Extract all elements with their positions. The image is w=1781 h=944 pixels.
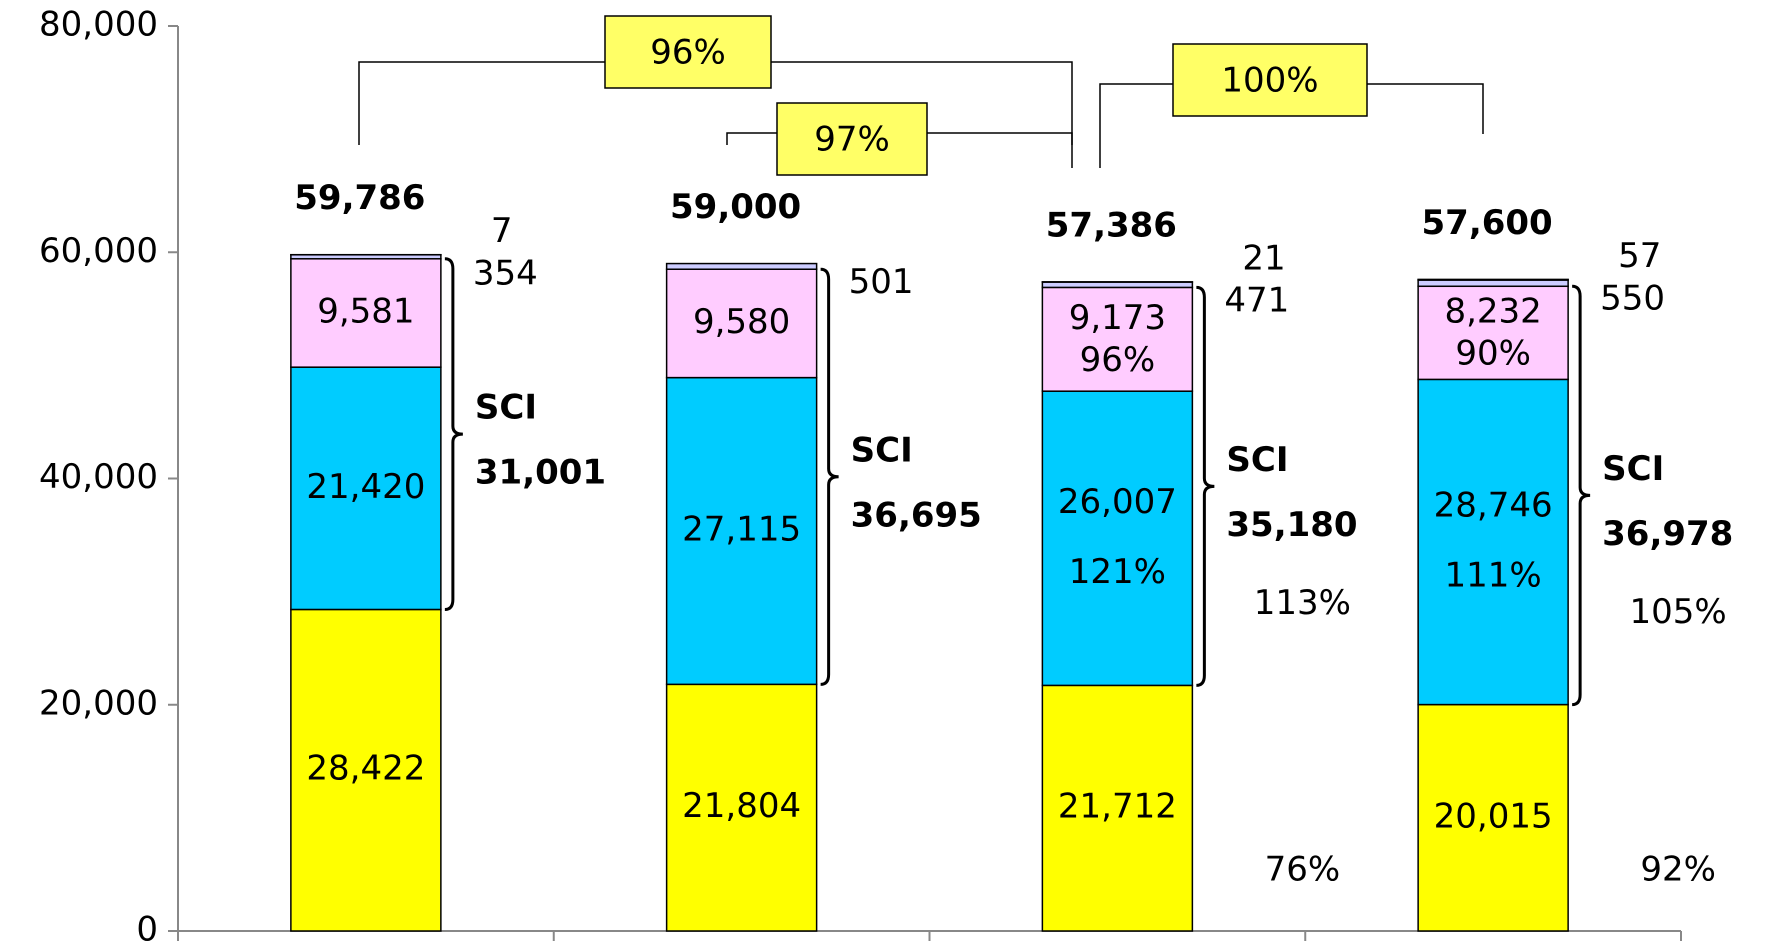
segment-label: 21,804 (682, 786, 801, 826)
segment-label: 28,746 (1434, 485, 1553, 525)
bar-segment (665, 262, 818, 270)
bar-segment (1041, 390, 1194, 687)
comparison-box (604, 15, 772, 89)
ratio-label: 92% (1640, 850, 1716, 890)
y-tick-label: 40,000 (39, 457, 158, 497)
y-tick-label: 80,000 (39, 5, 158, 45)
sci-bracket (1196, 285, 1215, 687)
segment-label: 9,173 (1069, 298, 1166, 338)
segment-label: 20,015 (1434, 796, 1553, 836)
bar-segment (1417, 278, 1569, 281)
segment-label: 9,581 (317, 291, 414, 331)
bar-segment (290, 608, 442, 932)
comparison-box (1172, 43, 1368, 117)
segment-label: 501 (849, 262, 914, 302)
bar-segment (1041, 281, 1194, 289)
segment-label: 21,712 (1058, 787, 1177, 827)
segment-label: 57 (1618, 236, 1661, 276)
bar-segment (1041, 286, 1194, 392)
total-label: 57,386 (1046, 205, 1177, 245)
ratio-label: 96% (1080, 340, 1156, 380)
segment-label: 354 (473, 253, 538, 293)
ratio-label: 105% (1630, 592, 1727, 632)
comparison-box (776, 102, 928, 176)
segment-label: 7 (491, 211, 513, 251)
total-label: 59,000 (670, 187, 801, 227)
sci-value: 36,695 (851, 495, 982, 535)
bar-segment (1417, 703, 1569, 932)
sci-label: SCI (475, 388, 537, 428)
y-tick-label: 0 (136, 910, 158, 944)
bar-segment (1417, 285, 1569, 381)
ratio-label: 121% (1069, 552, 1166, 592)
y-tick-label: 60,000 (39, 231, 158, 271)
bar-segment (665, 376, 818, 686)
bar-segment (1417, 378, 1569, 706)
total-label: 59,786 (294, 178, 425, 218)
ratio-label: 113% (1254, 583, 1351, 623)
sci-label: SCI (851, 430, 913, 470)
sci-value: 35,180 (1226, 505, 1357, 545)
ratio-label: 111% (1445, 555, 1542, 595)
segment-label: 26,007 (1058, 482, 1177, 522)
sci-bracket (444, 257, 463, 611)
bar-segment (665, 268, 818, 379)
segment-label: 9,580 (693, 302, 790, 342)
y-tick-label: 20,000 (39, 683, 158, 723)
segment-label: 8,232 (1444, 291, 1541, 331)
sci-label: SCI (1602, 449, 1664, 489)
sci-value: 31,001 (475, 453, 606, 493)
sci-bracket (820, 267, 839, 686)
segment-label: 21 (1242, 238, 1285, 278)
bar-segment (1041, 684, 1194, 932)
comparison-label: 100% (1221, 61, 1318, 101)
sci-value: 36,978 (1602, 514, 1733, 554)
bar-segment (290, 366, 442, 611)
segment-label: 28,422 (306, 749, 425, 789)
segment-label: 21,420 (306, 467, 425, 507)
ratio-label: 76% (1265, 850, 1341, 890)
segment-label: 27,115 (682, 509, 801, 549)
comparison-label: 97% (814, 120, 890, 160)
total-label: 57,600 (1422, 203, 1553, 243)
comparison-label: 96% (650, 33, 726, 73)
bar-segment (1417, 279, 1569, 288)
ratio-label: 90% (1455, 333, 1531, 373)
sci-label: SCI (1226, 440, 1288, 480)
segment-label: 550 (1600, 279, 1665, 319)
sci-bracket (1572, 284, 1591, 707)
segment-label: 471 (1224, 281, 1289, 321)
